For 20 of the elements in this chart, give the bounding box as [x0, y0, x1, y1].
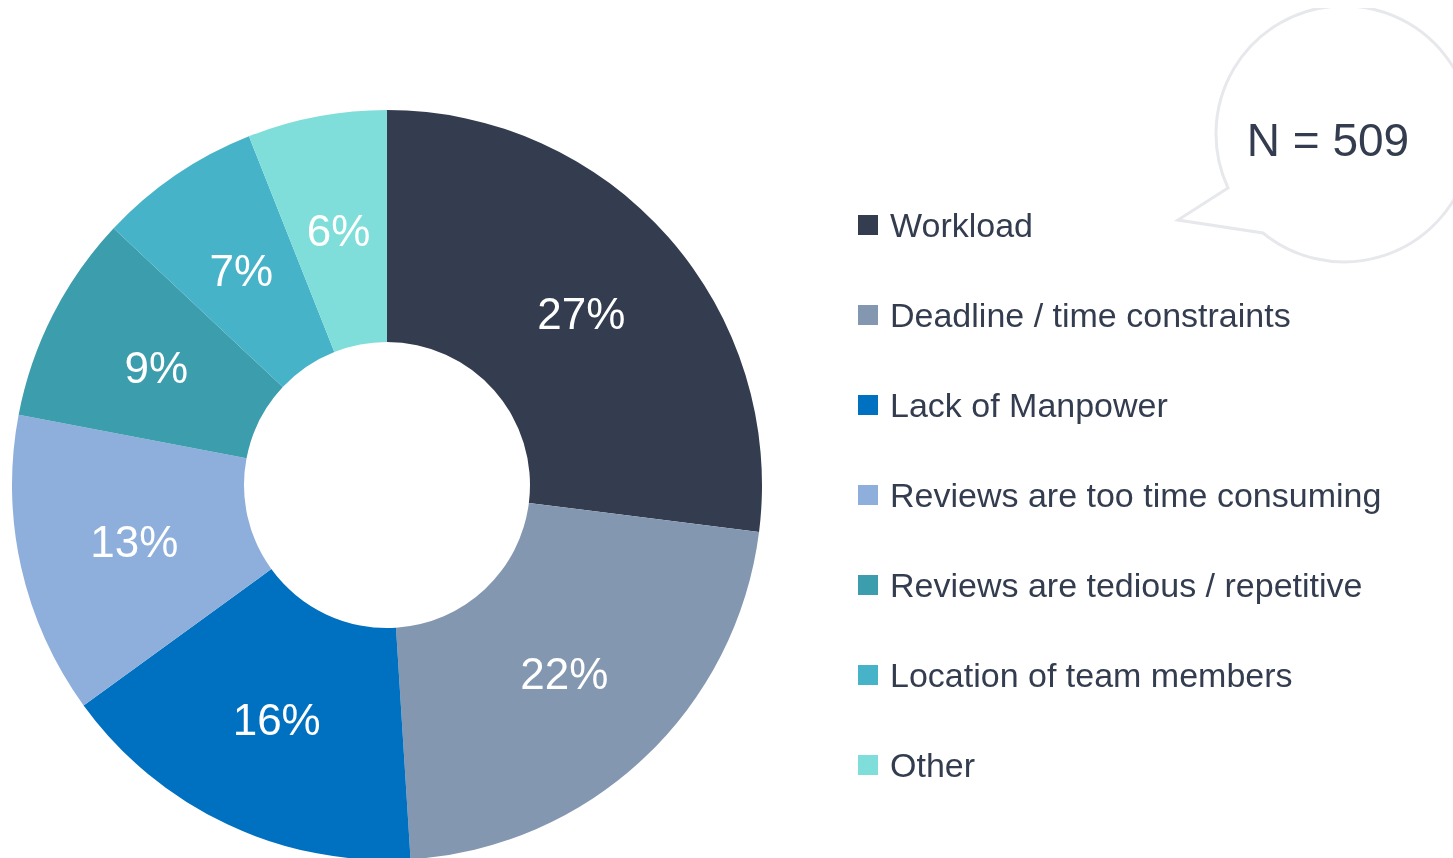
legend-label: Lack of Manpower [890, 385, 1168, 425]
legend-label: Workload [890, 205, 1033, 245]
text: N = 509 [1245, 113, 1411, 167]
data-label: 7% [209, 246, 274, 296]
data-label: 27% [537, 289, 626, 339]
donut-slice [395, 502, 760, 858]
legend-label: Other [890, 745, 976, 785]
data-label: 16% [232, 694, 321, 744]
legend-label: Reviews are too time consuming [890, 475, 1382, 515]
legend-label: Deadline / time constraints [890, 295, 1291, 335]
donut-slice [18, 228, 283, 459]
data-label: 22% [520, 649, 609, 699]
donut-slice [387, 110, 762, 532]
donut-slice [12, 414, 272, 706]
data-label: 9% [124, 342, 189, 392]
donut-slice [83, 569, 411, 858]
data-label: 13% [90, 517, 179, 566]
legend-label: Location of team members [890, 655, 1293, 695]
data-label: 6% [306, 206, 371, 256]
legend-label: Reviews are tedious / repetitive [890, 565, 1363, 605]
